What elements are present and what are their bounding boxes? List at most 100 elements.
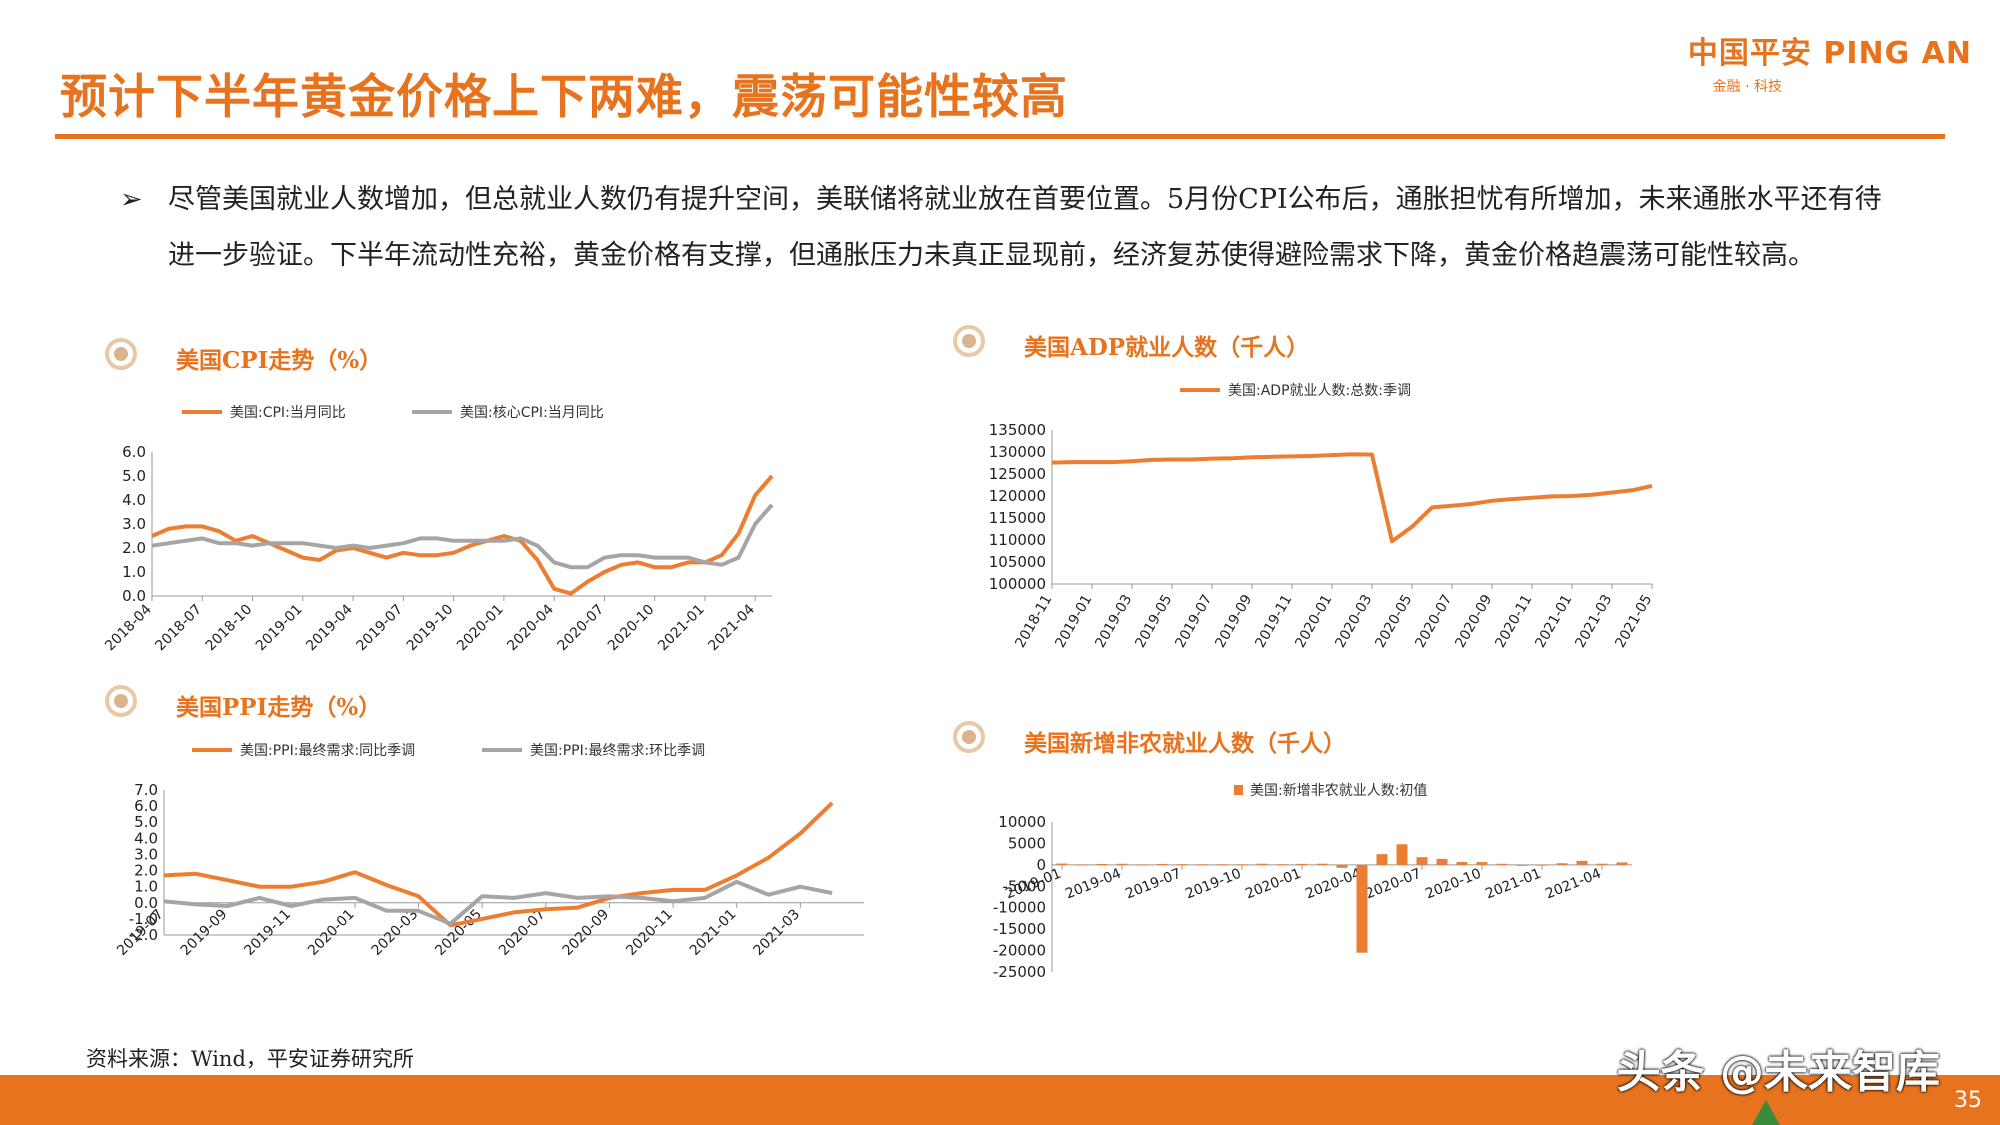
x-tick-label: 2021-03 (1572, 592, 1615, 651)
legend-label: 美国:核心CPI:当月同比 (460, 405, 604, 421)
bar (1196, 864, 1208, 866)
x-tick-label: 2019-01 (1052, 592, 1095, 651)
section-ppi-label: 美国PPI走势（%） (176, 694, 382, 721)
x-tick-label: 2019-09 (178, 906, 231, 959)
x-tick-label: 2020-10 (605, 602, 658, 655)
bar (1236, 864, 1248, 866)
bar (1316, 863, 1328, 865)
bar (1556, 863, 1568, 865)
x-tick-label: 2020-07 (1412, 592, 1455, 651)
logo-sub-text: 金融 · 科技 (1712, 79, 1782, 95)
series-line (151, 474, 774, 596)
x-tick-label: 2019-03 (1092, 592, 1135, 651)
x-tick-label: 2020-04 (1303, 866, 1363, 903)
logo-main-text: 中国平安 PING AN (1687, 36, 1972, 71)
y-tick-label: 115000 (989, 509, 1046, 527)
bar (1496, 863, 1508, 865)
x-tick-label: 2020-09 (560, 906, 613, 959)
y-tick-label: 1.0 (134, 878, 158, 896)
legend-swatch (1234, 785, 1243, 795)
legend-label: 美国:CPI:当月同比 (230, 405, 346, 421)
bar (1296, 863, 1308, 865)
source-note: 资料来源：Wind，平安证券研究所 (86, 1047, 414, 1071)
y-tick-label: 4.0 (122, 491, 146, 509)
x-tick-label: 2019-10 (1183, 866, 1243, 903)
y-tick-label: 0.0 (134, 894, 158, 912)
bar (1276, 864, 1288, 866)
bar (1116, 863, 1128, 865)
y-tick-label: -20000 (993, 942, 1046, 960)
series-line (163, 879, 833, 926)
y-tick-label: 0 (1036, 856, 1046, 874)
x-tick-label: 2021-01 (655, 602, 708, 655)
y-tick-label: 130000 (989, 443, 1046, 461)
x-tick-label: 2020-03 (1332, 592, 1375, 651)
x-tick-label: 2018-11 (1012, 592, 1055, 651)
green-triangle-icon (1752, 1100, 1780, 1125)
y-tick-label: 100000 (989, 575, 1046, 593)
x-tick-label: 2020-01 (454, 602, 507, 655)
bar (1376, 854, 1388, 865)
y-tick-label: 7.0 (134, 781, 158, 799)
x-tick-label: 2018-07 (152, 602, 205, 655)
pingan-logo: 中国平安 PING AN 金融 · 科技 (1688, 28, 1972, 96)
cpi-chart: 美国:CPI:当月同比 美国:核心CPI:当月同比 0.0 1.0 2.0 3.0 4.0 5… (102, 405, 774, 655)
adp-chart: 美国:ADP就业人数:总数:季调 100000 105000 110000 115000… (989, 383, 1656, 651)
x-tick-label: 2021-05 (1612, 592, 1655, 651)
watermark: 头条 @未来智库 (1616, 1047, 1940, 1098)
title-underline (55, 134, 1945, 139)
bar (1396, 844, 1408, 865)
x-tick-label: 2019-01 (1003, 866, 1063, 903)
legend-label: 美国:新增非农就业人数:初值 (1250, 782, 1427, 799)
x-tick-label: 2018-10 (203, 602, 256, 655)
x-tick-label: 2019-07 (1172, 592, 1215, 651)
x-tick-label: 2020-01 (1243, 866, 1303, 903)
legend-label: 美国:PPI:最终需求:同比季调 (240, 743, 415, 759)
bar (1516, 864, 1528, 866)
nfp-chart: 美国:新增非农就业人数:初值 -25000 -20000 -15000 -10000 -5… (993, 782, 1632, 981)
y-tick-label: 3.0 (122, 515, 146, 533)
bar (1576, 860, 1588, 865)
y-tick-label: -5000 (1002, 877, 1046, 895)
legend-label: 美国:PPI:最终需求:环比季调 (530, 743, 705, 759)
x-tick-label: 2020-01 (305, 906, 358, 959)
y-tick-label: -15000 (993, 920, 1046, 938)
target-icon (105, 338, 137, 370)
x-tick-label: 2020-04 (504, 601, 557, 654)
x-tick-label: 2021-03 (751, 906, 804, 959)
bar (1536, 864, 1548, 866)
x-tick-label: 2018-04 (102, 601, 155, 654)
x-tick-label: 2019-09 (1212, 592, 1255, 651)
x-tick-label: 2019-04 (1063, 866, 1123, 903)
x-tick-label: 2019-11 (1252, 592, 1295, 651)
bullet-text: 尽管美国就业人数增加，但总就业人数仍有提升空间，美联储将就业放在首要位置。5月份… (168, 184, 1882, 271)
x-tick-label: 2020-05 (1372, 592, 1415, 651)
y-tick-label: 4.0 (134, 829, 158, 847)
page-number: 35 (1954, 1088, 1982, 1113)
y-tick-label: 135000 (989, 421, 1046, 439)
y-tick-label: -2.0 (129, 926, 158, 944)
x-tick-label: 2020-07 (555, 602, 608, 655)
x-tick-label: 2020-11 (623, 906, 676, 959)
y-tick-label: 120000 (989, 487, 1046, 505)
x-tick-label: 2020-09 (1452, 592, 1495, 651)
bar (1456, 862, 1468, 865)
series-line (1051, 452, 1653, 544)
x-tick-label: 2020-01 (1292, 592, 1335, 651)
bar (1356, 864, 1368, 953)
target-icon (953, 325, 985, 357)
target-icon (105, 685, 137, 717)
bar (1616, 862, 1628, 865)
y-tick-label: 125000 (989, 465, 1046, 483)
bar (1176, 864, 1188, 866)
bar (1336, 864, 1348, 868)
bar (1136, 864, 1148, 866)
y-tick-label: 10000 (998, 813, 1046, 831)
x-tick-label: 2020-07 (1363, 866, 1423, 903)
y-tick-label: 110000 (989, 531, 1046, 549)
target-icon (953, 721, 985, 753)
x-tick-label: 2020-11 (1492, 592, 1535, 651)
bullet-arrow-icon: ➢ (120, 184, 143, 215)
section-adp-label: 美国ADP就业人数（千人） (1024, 334, 1310, 361)
y-tick-label: -1.0 (129, 910, 158, 928)
